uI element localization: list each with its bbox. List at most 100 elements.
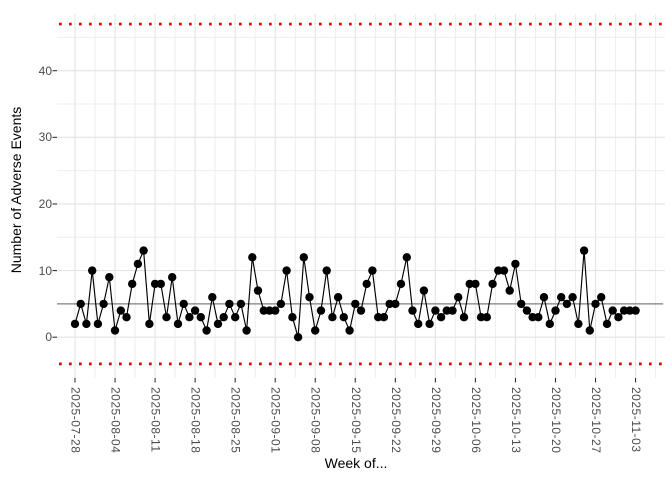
- x-tick-label: 2025-08-04: [108, 387, 123, 454]
- data-point: [625, 306, 634, 315]
- data-point: [190, 306, 200, 315]
- data-point: [391, 299, 400, 309]
- y-tick-label: 30: [38, 130, 52, 145]
- data-point: [356, 306, 366, 315]
- data-point: [128, 279, 137, 289]
- data-point: [225, 299, 234, 309]
- data-point: [88, 266, 97, 275]
- data-point: [339, 313, 348, 322]
- data-point: [328, 313, 337, 322]
- data-point: [568, 293, 577, 302]
- data-point: [459, 313, 469, 322]
- data-point: [402, 253, 411, 262]
- data-point: [110, 326, 120, 335]
- data-point: [517, 299, 526, 309]
- data-point: [448, 306, 457, 315]
- data-point: [414, 319, 423, 329]
- data-point: [436, 313, 446, 322]
- data-point: [614, 313, 623, 322]
- data-point: [574, 319, 583, 329]
- x-axis-title: Week of...: [324, 455, 388, 471]
- data-point: [105, 273, 114, 282]
- data-point: [597, 293, 606, 302]
- y-tick-label: 20: [38, 196, 52, 211]
- data-point: [293, 333, 303, 342]
- x-tick-label: 2025-08-18: [188, 387, 203, 454]
- x-tick-label: 2025-09-29: [428, 387, 443, 454]
- data-point: [454, 293, 463, 302]
- data-point: [179, 299, 188, 309]
- data-point: [208, 293, 217, 302]
- data-point: [196, 313, 205, 322]
- x-tick-label: 2025-07-28: [68, 387, 83, 454]
- data-point: [288, 313, 297, 322]
- data-point: [351, 299, 360, 309]
- data-point: [185, 313, 194, 322]
- data-point: [276, 299, 286, 309]
- data-point: [242, 326, 251, 335]
- data-point: [311, 326, 320, 335]
- data-point: [333, 293, 343, 302]
- data-point: [608, 306, 617, 315]
- data-point: [425, 319, 434, 329]
- data-point: [345, 326, 354, 335]
- data-point: [145, 319, 154, 329]
- data-point: [93, 319, 103, 329]
- data-point: [539, 293, 549, 302]
- data-point: [631, 306, 640, 315]
- data-point: [99, 299, 108, 309]
- data-point: [162, 313, 171, 322]
- y-axis-title: Number of Adverse Events: [8, 106, 24, 274]
- data-point: [471, 279, 480, 289]
- y-tick-label: 40: [38, 63, 52, 78]
- data-point: [168, 273, 177, 282]
- x-tick-label: 2025-10-27: [589, 387, 604, 454]
- data-point: [368, 266, 377, 275]
- data-point: [82, 319, 91, 329]
- data-point: [173, 319, 183, 329]
- data-point: [122, 313, 131, 322]
- x-tick-label: 2025-10-06: [468, 387, 483, 454]
- data-point: [362, 279, 371, 289]
- data-point: [534, 313, 543, 322]
- data-point: [305, 293, 314, 302]
- data-point: [488, 279, 497, 289]
- data-point: [408, 306, 417, 315]
- data-point: [213, 319, 223, 329]
- data-point: [522, 306, 532, 315]
- data-point: [70, 319, 80, 329]
- data-point: [545, 319, 554, 329]
- data-point: [322, 266, 331, 275]
- data-point: [396, 279, 406, 289]
- data-point: [116, 306, 126, 315]
- data-point: [585, 326, 594, 335]
- x-tick-label: 2025-09-08: [308, 387, 323, 454]
- data-point: [316, 306, 326, 315]
- x-tick-label: 2025-10-13: [508, 387, 523, 454]
- data-point: [219, 313, 228, 322]
- data-point: [253, 286, 263, 295]
- data-point: [557, 293, 566, 302]
- y-tick-label: 10: [38, 263, 52, 278]
- data-point: [551, 306, 560, 315]
- x-tick-label: 2025-09-01: [268, 387, 283, 454]
- data-point: [133, 259, 143, 269]
- x-tick-label: 2025-09-15: [348, 387, 363, 454]
- data-point: [579, 246, 589, 255]
- data-point: [156, 279, 165, 289]
- data-point: [202, 326, 211, 335]
- data-point: [271, 306, 280, 315]
- data-point: [499, 266, 509, 275]
- data-point: [248, 253, 257, 262]
- x-tick-label: 2025-11-03: [629, 387, 644, 453]
- data-point: [591, 299, 600, 309]
- data-point: [379, 313, 389, 322]
- data-point: [482, 313, 491, 322]
- x-tick-label: 2025-10-20: [548, 387, 563, 454]
- data-point: [139, 246, 148, 255]
- data-point: [236, 299, 246, 309]
- data-point: [231, 313, 240, 322]
- data-point: [431, 306, 440, 315]
